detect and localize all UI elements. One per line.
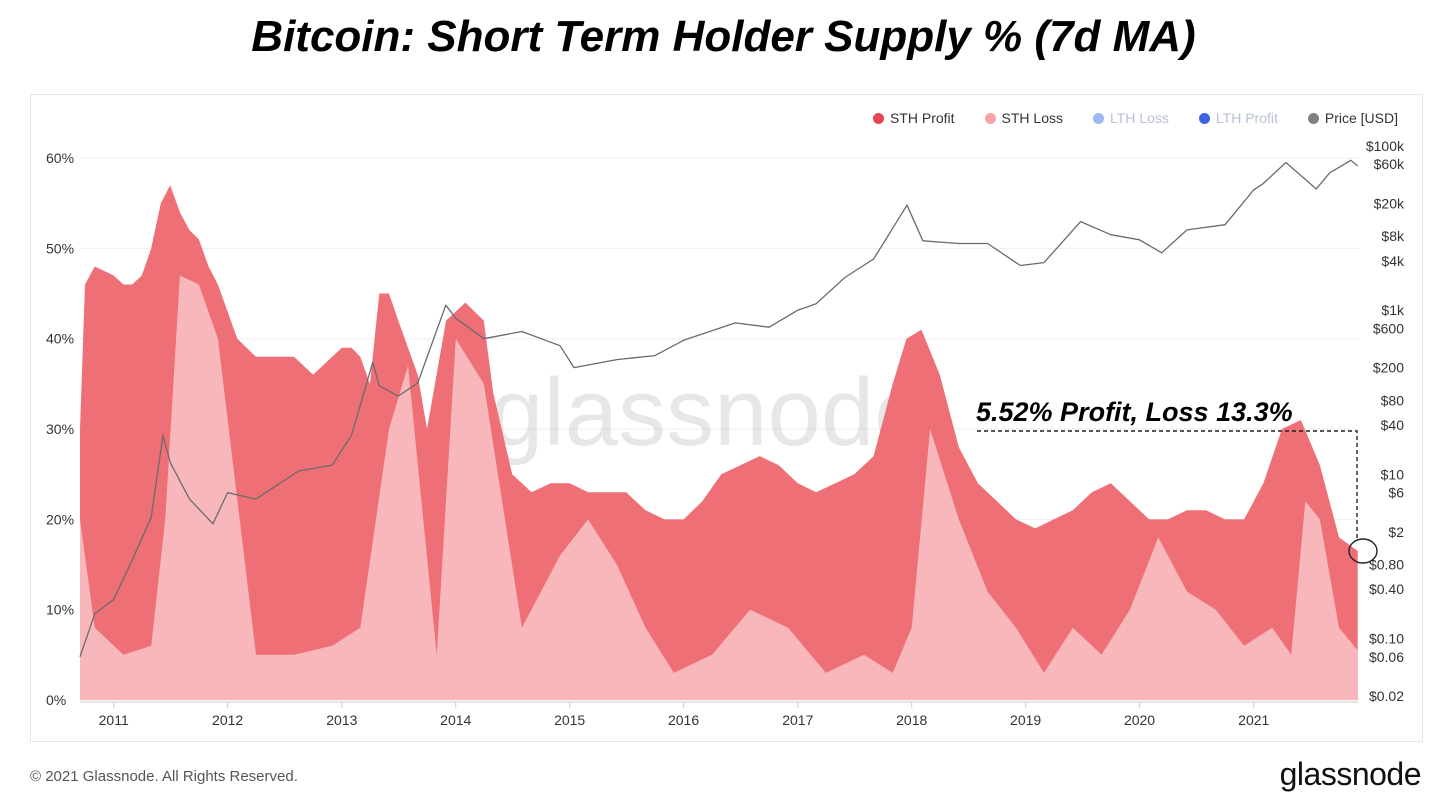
chart-legend: STH Profit STH Loss LTH Loss LTH Profit … (0, 108, 1398, 128)
legend-item-price[interactable]: Price [USD] (1307, 108, 1398, 128)
legend-swatch (1198, 112, 1210, 124)
y-left-tick-label: 30% (46, 421, 74, 437)
legend-label: Price [USD] (1324, 110, 1398, 126)
y-right-tick-label: $0.40 (1369, 581, 1404, 597)
y-left-tick-label: 60% (46, 150, 74, 166)
y-right-tick-label: $0.02 (1369, 688, 1404, 704)
x-tick-label: 2021 (1238, 712, 1269, 728)
area-sth-loss (80, 275, 1358, 700)
y-left-tick-label: 50% (46, 240, 74, 256)
x-tick-label: 2018 (896, 712, 927, 728)
price-series (79, 159, 1359, 658)
y-right-tick-label: $0.10 (1369, 631, 1404, 647)
y-right-tick-label: $200 (1373, 360, 1404, 376)
legend-label: STH Profit (889, 110, 955, 126)
annotation-leader-line (977, 430, 1358, 540)
y-right-tick-label: $2 (1388, 524, 1404, 540)
y-right-tick-label: $80 (1381, 392, 1405, 408)
legend-item-sth-profit[interactable]: STH Profit (872, 108, 955, 128)
y-axis-left-ticks: 0% 10% 20% 30% 40% 50% 60% (46, 150, 74, 708)
y-right-tick-label: $0.80 (1369, 556, 1404, 572)
x-tick-label: 2011 (99, 712, 129, 728)
x-tick-label: 2016 (668, 712, 699, 728)
page-title: Bitcoin: Short Term Holder Supply % (7d … (251, 12, 1196, 61)
legend-item-sth-loss[interactable]: STH Loss (984, 108, 1064, 128)
y-axis-right-ticks: $0.02 $0.06 $0.10 $0.40 $0.80 $2 $6 $10 $40 $80 $2… (1366, 138, 1405, 704)
y-right-tick-label: $8k (1381, 228, 1405, 244)
x-axis-ticks: 2011 2012 2013 2014 2015 2016 2017 2018 2019 2020… (80, 701, 1358, 728)
footer-copyright: © 2021 Glassnode. All Rights Reserved. (30, 768, 298, 785)
watermark: glassnode (490, 359, 928, 466)
legend-swatch (872, 112, 884, 124)
legend-item-lth-loss[interactable]: LTH Loss (1093, 108, 1169, 128)
y-right-tick-label: $100k (1366, 138, 1405, 154)
x-tick-label: 2014 (440, 712, 471, 728)
y-left-tick-label: 40% (46, 331, 74, 347)
annotation-group: 5.52% Profit, Loss 13.3% (976, 397, 1378, 564)
y-left-tick-label: 20% (46, 511, 74, 527)
y-right-tick-label: $6 (1388, 485, 1404, 501)
y-right-tick-label: $1k (1381, 302, 1405, 318)
y-right-tick-label: $10 (1381, 466, 1405, 482)
y-right-tick-label: $20k (1374, 195, 1405, 211)
price-line (79, 159, 1359, 658)
legend-item-lth-profit[interactable]: LTH Profit (1198, 108, 1278, 128)
x-tick-label: 2012 (212, 712, 243, 728)
x-tick-label: 2013 (326, 712, 357, 728)
x-tick-label: 2020 (1124, 712, 1155, 728)
x-tick-label: 2019 (1010, 712, 1041, 728)
x-tick-label: 2017 (782, 712, 813, 728)
y-right-tick-label: $40 (1381, 417, 1405, 433)
y-right-tick-label: $0.06 (1369, 649, 1404, 665)
legend-swatch (984, 112, 996, 124)
annotation-circle (1348, 538, 1378, 564)
legend-label: STH Loss (1001, 110, 1064, 126)
legend-label: LTH Profit (1215, 110, 1278, 126)
legend-label: LTH Loss (1110, 110, 1169, 126)
x-tick-label: 2015 (554, 712, 585, 728)
y-left-tick-label: 10% (46, 602, 74, 618)
y-right-tick-label: $600 (1373, 320, 1404, 336)
legend-swatch (1093, 112, 1105, 124)
y-right-tick-label: $4k (1381, 253, 1405, 269)
y-right-tick-label: $60k (1374, 156, 1405, 172)
legend-swatch (1307, 112, 1319, 124)
y-left-tick-label: 0% (46, 692, 66, 708)
annotation-label: 5.52% Profit, Loss 13.3% (976, 397, 1293, 427)
footer-logo: glassnode (1279, 756, 1422, 792)
area-series (80, 185, 1358, 700)
